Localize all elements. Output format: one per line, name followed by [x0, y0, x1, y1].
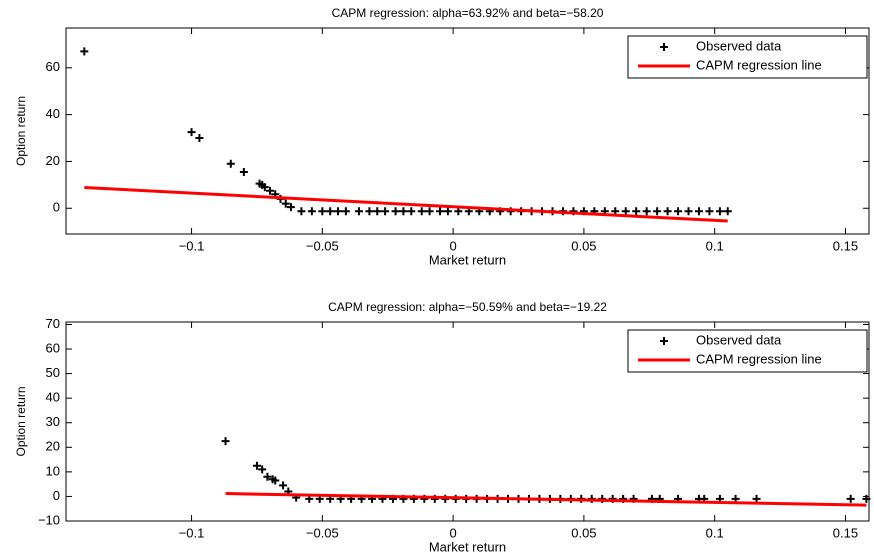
legend-label: Observed data — [696, 38, 782, 53]
legend-marker — [660, 43, 668, 51]
y-tick-label: 50 — [46, 365, 60, 380]
chart-title: CAPM regression: alpha=−50.59% and beta=… — [328, 300, 607, 314]
y-tick-label: 60 — [46, 59, 60, 74]
x-tick-label: −0.1 — [179, 238, 205, 253]
data-point — [407, 207, 416, 216]
data-point — [846, 494, 855, 503]
y-tick-label: 60 — [46, 340, 60, 355]
data-point — [862, 494, 871, 503]
legend-label: CAPM regression line — [696, 57, 822, 72]
x-axis-label: Market return — [429, 252, 506, 267]
data-point — [80, 47, 89, 56]
chart-title: CAPM regression: alpha=63.92% and beta=−… — [332, 6, 604, 20]
data-point — [354, 207, 363, 216]
regression-line — [84, 186, 728, 223]
x-tick-label: −0.1 — [179, 525, 205, 540]
y-axis-label: Option return — [14, 386, 28, 456]
y-tick-label: 30 — [46, 414, 60, 429]
data-point — [436, 207, 445, 216]
x-tick-label: 0.1 — [706, 525, 724, 540]
data-point — [674, 207, 683, 216]
data-point — [705, 207, 714, 216]
data-point — [391, 207, 400, 216]
data-point — [334, 207, 343, 216]
x-axis-label: Market return — [429, 539, 506, 554]
data-point — [266, 186, 275, 195]
data-point — [258, 465, 267, 474]
legend-label: CAPM regression line — [696, 351, 822, 366]
x-tick-label: 0.05 — [571, 238, 596, 253]
legend — [627, 35, 868, 79]
data-point — [663, 207, 672, 216]
data-point — [373, 207, 382, 216]
data-point — [281, 199, 290, 208]
x-tick-label: 0 — [449, 525, 456, 540]
data-point — [632, 207, 641, 216]
data-point — [454, 207, 463, 216]
legend — [627, 329, 868, 373]
x-tick-label: 0.05 — [571, 525, 596, 540]
data-point — [417, 207, 426, 216]
data-point — [381, 207, 390, 216]
data-point — [226, 159, 235, 168]
data-point — [195, 134, 204, 143]
y-tick-label: 0 — [53, 488, 60, 503]
x-tick-label: −0.05 — [306, 525, 339, 540]
data-point — [318, 207, 327, 216]
data-point — [252, 461, 261, 470]
data-point — [341, 207, 350, 216]
data-point — [443, 207, 452, 216]
data-point — [653, 207, 662, 216]
data-point — [642, 207, 651, 216]
x-tick-label: 0.15 — [833, 525, 858, 540]
y-tick-label: 40 — [46, 390, 60, 405]
data-point — [715, 207, 724, 216]
data-point — [271, 476, 280, 485]
data-point — [723, 207, 732, 216]
y-tick-label: 20 — [46, 439, 60, 454]
data-point — [425, 207, 434, 216]
data-point — [187, 128, 196, 137]
data-point — [694, 207, 703, 216]
data-point — [621, 207, 630, 216]
x-tick-label: −0.05 — [306, 238, 339, 253]
data-point — [286, 203, 295, 212]
data-point — [221, 437, 230, 446]
data-point — [297, 207, 306, 216]
data-point — [263, 472, 272, 481]
regression-line — [225, 492, 867, 507]
data-point — [307, 207, 316, 216]
x-tick-label: 0 — [449, 238, 456, 253]
y-tick-label: 20 — [46, 153, 60, 168]
data-point — [260, 183, 269, 192]
data-point — [684, 207, 693, 216]
data-point — [752, 494, 761, 503]
data-point — [239, 167, 248, 176]
x-tick-label: 0.1 — [706, 238, 724, 253]
data-point — [279, 481, 288, 490]
y-tick-label: 70 — [46, 316, 60, 331]
data-point — [365, 207, 374, 216]
x-tick-label: 0.15 — [833, 238, 858, 253]
data-point — [399, 207, 408, 216]
y-axis-label: Option return — [14, 96, 28, 166]
y-tick-label: −10 — [38, 512, 60, 527]
legend-label: Observed data — [696, 332, 782, 347]
data-point — [326, 207, 335, 216]
legend-marker — [660, 337, 668, 345]
y-tick-label: 0 — [53, 200, 60, 215]
y-tick-label: 40 — [46, 106, 60, 121]
y-tick-label: 10 — [46, 463, 60, 478]
